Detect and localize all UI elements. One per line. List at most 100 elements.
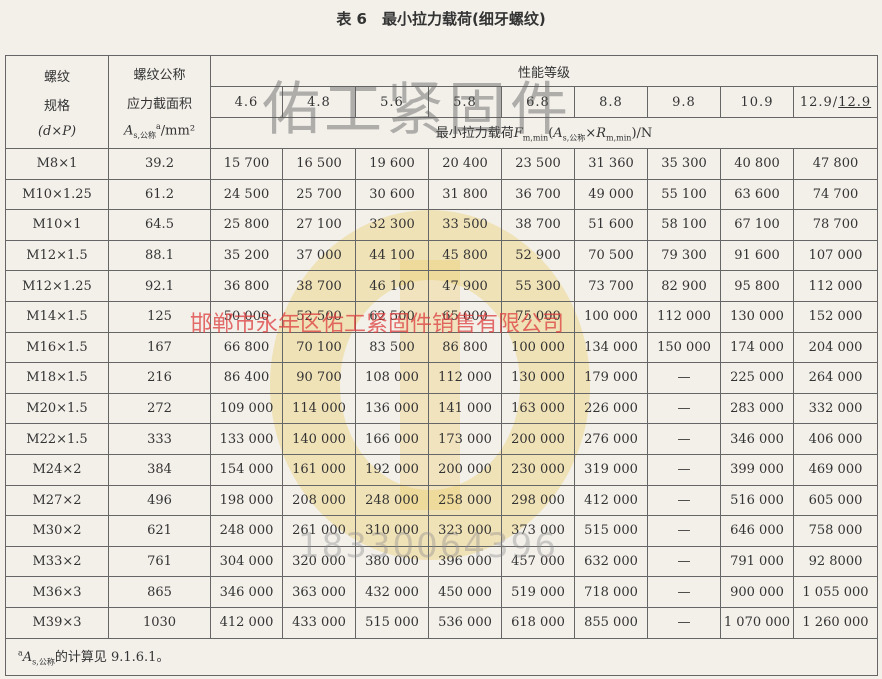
load-cell: 173 000	[428, 423, 502, 455]
data-row: M10×1.25 61.2 24 500 25 700 30 600 31 800 36 7…	[5, 178, 878, 211]
area-cell: 865	[108, 576, 211, 608]
subscript: s,公称	[562, 133, 586, 143]
load-cell: 536 000	[428, 606, 502, 639]
data-row: M8×1 39.2 15 700 16 500 19 600 20 400 23 500 31…	[5, 148, 878, 180]
load-cell: 248 000	[210, 515, 283, 547]
load-cell: 35 300	[647, 148, 721, 180]
operator: ×	[585, 126, 597, 142]
header-text: As,公称a/mm²	[110, 122, 210, 141]
load-cell: 363 000	[282, 576, 356, 608]
load-cell: 136 000	[355, 392, 429, 425]
load-cell: 319 000	[574, 453, 648, 486]
grade-header: 9.8	[647, 86, 721, 118]
thread-cell: M39×3	[5, 606, 109, 639]
area-cell: 761	[108, 545, 211, 578]
load-cell: 618 000	[501, 606, 575, 639]
subscript: s,公称	[32, 657, 55, 667]
load-cell: 55 300	[501, 270, 575, 302]
data-row: M22×1.5 333 133 000 140 000 166 000 173 000 20…	[5, 423, 878, 455]
area-cell: 61.2	[108, 178, 211, 211]
thread-header: 螺纹 规格 (d×P)	[5, 55, 109, 149]
load-cell: 332 000	[793, 392, 878, 425]
paren: (	[548, 126, 554, 142]
load-cell: 112 000	[647, 300, 721, 333]
load-cell: 30 600	[355, 178, 429, 211]
load-cell: 200 000	[428, 453, 502, 486]
load-cell: 27 100	[282, 209, 356, 241]
subscript: s,公称	[133, 130, 156, 140]
load-cell: 47 800	[793, 148, 878, 180]
load-cell: 82 900	[647, 270, 721, 302]
load-cell: 25 800	[210, 209, 283, 241]
grade-header: 12.9/12.9	[793, 86, 878, 118]
area-cell: 272	[108, 392, 211, 425]
load-cell: 346 000	[720, 423, 794, 455]
grade-header: 10.9	[720, 86, 794, 118]
area-cell: 496	[108, 484, 211, 517]
thread-cell: M33×2	[5, 545, 109, 578]
load-cell: 283 000	[720, 392, 794, 425]
grade-header: 4.8	[282, 86, 356, 118]
load-cell: 62 500	[355, 300, 429, 333]
load-cell: 74 700	[793, 178, 878, 211]
load-cell: 900 000	[720, 576, 794, 608]
load-cell: —	[647, 423, 721, 455]
load-cell: 230 000	[501, 453, 575, 486]
symbol: F	[513, 126, 523, 142]
load-cell: 70 100	[282, 331, 356, 364]
header-text: 应力截面积	[126, 96, 192, 112]
load-cell: 67 100	[720, 209, 794, 241]
load-cell: 83 500	[355, 331, 429, 364]
load-cell: 264 000	[793, 362, 878, 394]
load-cell: 399 000	[720, 453, 794, 486]
grade-header: 8.8	[574, 86, 648, 118]
load-cell: 130 000	[720, 300, 794, 333]
data-row: M20×1.5 272 109 000 114 000 136 000 141 000 16…	[5, 392, 878, 425]
thread-cell: M16×1.5	[5, 331, 109, 364]
load-cell: 86 400	[210, 362, 283, 394]
area-cell: 88.1	[108, 239, 211, 272]
load-cell: 114 000	[282, 392, 356, 425]
load-cell: 75 000	[501, 300, 575, 333]
load-cell: 152 000	[793, 300, 878, 333]
thread-cell: M30×2	[5, 515, 109, 547]
load-cell: 718 000	[574, 576, 648, 608]
load-cell: 95 800	[720, 270, 794, 302]
load-cell: —	[647, 545, 721, 578]
load-cell: 51 600	[574, 209, 648, 241]
title: 表 6 最小拉力载荷(细牙螺纹)	[336, 10, 546, 28]
load-cell: 166 000	[355, 423, 429, 455]
data-row: M33×2 761 304 000 320 000 380 000 396 000 457 …	[5, 545, 878, 578]
load-cell: 469 000	[793, 453, 878, 486]
load-cell: 32 300	[355, 209, 429, 241]
load-cell: 515 000	[574, 515, 648, 547]
area-cell: 64.5	[108, 209, 211, 241]
data-row: M24×2 384 154 000 161 000 192 000 200 000 230 …	[5, 453, 878, 486]
load-cell: 66 800	[210, 331, 283, 364]
load-cell: 109 000	[210, 392, 283, 425]
load-cell: 63 600	[720, 178, 794, 211]
load-cell: 632 000	[574, 545, 648, 578]
load-cell: 36 800	[210, 270, 283, 302]
data-row: M39×3 1030 412 000 433 000 515 000 536 000 618…	[5, 606, 878, 639]
data-row: M18×1.5 216 86 400 90 700 108 000 112 000 130 …	[5, 362, 878, 394]
grade-header: 5.6	[355, 86, 429, 118]
data-row: M12×1.5 88.1 35 200 37 000 44 100 45 800 52 90…	[5, 239, 878, 272]
grade-header: 4.6	[210, 86, 283, 118]
load-cell: 35 200	[210, 239, 283, 272]
load-cell: 174 000	[720, 331, 794, 364]
header-text: (d×P)	[37, 123, 77, 139]
data-row: M27×2 496 198 000 208 000 248 000 258 000 298 …	[5, 484, 878, 517]
grade-text: 12.9	[799, 94, 833, 110]
load-cell: —	[647, 392, 721, 425]
load-cell: 112 000	[428, 362, 502, 394]
load-cell: —	[647, 484, 721, 517]
load-cell: 346 000	[210, 576, 283, 608]
load-cell: 457 000	[501, 545, 575, 578]
load-cell: —	[647, 453, 721, 486]
load-cell: 140 000	[282, 423, 356, 455]
load-cell: 450 000	[428, 576, 502, 608]
header-text: 螺纹公称	[133, 67, 186, 83]
area-cell: 1030	[108, 606, 211, 639]
load-cell: 70 500	[574, 239, 648, 272]
